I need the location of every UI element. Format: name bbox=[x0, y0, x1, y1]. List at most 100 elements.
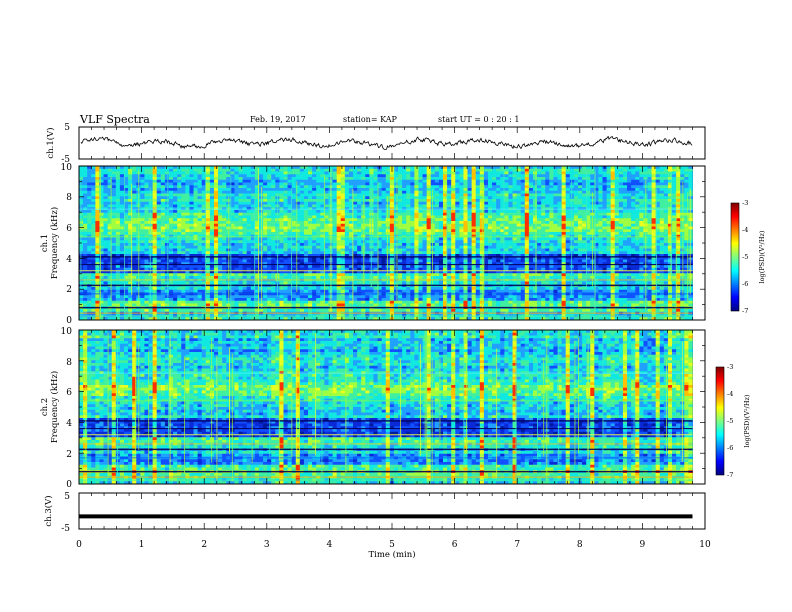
spectrogram-cell bbox=[148, 204, 153, 208]
spectrogram-cell bbox=[618, 193, 624, 197]
spectrogram-cell bbox=[299, 201, 305, 205]
spectrogram-cell bbox=[299, 204, 305, 208]
spectrogram-cell bbox=[250, 204, 256, 208]
spectrogram-cell bbox=[398, 185, 403, 189]
spectrogram-cell bbox=[553, 188, 558, 192]
spectrogram-cell bbox=[639, 201, 644, 205]
spectrogram-cell bbox=[402, 251, 407, 255]
spectrogram-cell bbox=[205, 223, 211, 227]
spectrogram-cell bbox=[406, 201, 411, 205]
spectrogram-cell bbox=[344, 237, 350, 241]
spectrogram-cell bbox=[148, 196, 153, 200]
spectrogram-cell bbox=[504, 218, 509, 222]
spectrogram-cell bbox=[267, 251, 272, 255]
spectrogram-cell bbox=[357, 251, 362, 255]
spectrogram-cell bbox=[242, 248, 247, 252]
spectrogram-cell bbox=[332, 223, 337, 227]
spectrogram-cell bbox=[258, 199, 264, 203]
spectrogram-cell bbox=[504, 229, 509, 233]
spectrogram-cell bbox=[639, 174, 644, 178]
spectrogram-cell bbox=[246, 245, 252, 249]
spectrogram-cell bbox=[512, 190, 517, 194]
spectrogram-cell bbox=[365, 196, 370, 200]
spectrogram-cell bbox=[201, 182, 207, 186]
spectrogram-cell bbox=[373, 248, 378, 252]
spectrogram-cell bbox=[242, 218, 247, 222]
spectrogram-cell bbox=[324, 166, 329, 170]
spectrogram-cell bbox=[115, 215, 121, 219]
spectrogram-cell bbox=[316, 251, 321, 255]
spectrogram-cell bbox=[516, 166, 522, 170]
spectrogram-cell bbox=[332, 251, 337, 255]
spectrogram-cell bbox=[381, 218, 387, 222]
spectrogram-cell bbox=[606, 201, 611, 205]
spectrogram-cell bbox=[246, 210, 252, 214]
spectrogram-cell bbox=[577, 190, 583, 194]
spectrogram-cell bbox=[189, 177, 194, 181]
spectrogram-cell bbox=[635, 174, 640, 178]
spectrogram-cell bbox=[197, 179, 202, 183]
spectrogram-cell bbox=[414, 182, 419, 186]
spectrogram-cell bbox=[361, 215, 366, 219]
spectrogram-cell bbox=[684, 193, 689, 197]
spectrogram-cell bbox=[353, 234, 358, 238]
spectrogram-cell bbox=[385, 188, 391, 192]
spectrogram-cell bbox=[524, 243, 530, 247]
spectrogram-cell bbox=[463, 182, 468, 186]
spectrogram-cell bbox=[451, 221, 456, 225]
spectrogram-cell bbox=[582, 190, 587, 194]
spectrogram-cell bbox=[152, 221, 158, 225]
spectrogram-cell bbox=[185, 174, 190, 178]
spectrogram-cell bbox=[185, 193, 190, 197]
spectrogram-cell bbox=[451, 240, 456, 244]
spectrogram-cell bbox=[398, 229, 403, 233]
spectrogram-cell bbox=[647, 168, 652, 172]
spectrogram-cell bbox=[647, 248, 652, 252]
spectrogram-cell bbox=[385, 226, 391, 230]
spectrogram-cell bbox=[83, 190, 88, 194]
spectrogram-cell bbox=[156, 193, 162, 197]
spectrogram-cell bbox=[635, 168, 640, 172]
spectrogram-cell bbox=[91, 196, 96, 200]
spectrogram-cell bbox=[209, 243, 215, 247]
spectrogram-cell bbox=[475, 243, 481, 247]
spectrogram-cell bbox=[545, 218, 550, 222]
spectrogram-cell bbox=[242, 174, 247, 178]
spectrogram-cell bbox=[377, 190, 382, 194]
spectrogram-cell bbox=[541, 232, 546, 236]
spectrogram-cell bbox=[434, 237, 440, 241]
spectrogram-cell bbox=[402, 223, 407, 227]
spectrogram-cell bbox=[553, 245, 558, 249]
spectrogram-cell bbox=[95, 245, 100, 249]
spectrogram-cell bbox=[152, 234, 158, 238]
spectrogram-cell bbox=[128, 177, 133, 181]
spectrogram-cell bbox=[83, 174, 88, 178]
spectrogram-cell bbox=[222, 221, 227, 225]
spectrogram-cell bbox=[152, 243, 158, 247]
spectrogram-cell bbox=[520, 185, 526, 189]
spectrogram-cell bbox=[557, 229, 562, 233]
spectrogram-cell bbox=[414, 215, 419, 219]
spectrogram-cell bbox=[193, 177, 198, 181]
spectrogram-cell bbox=[672, 218, 677, 222]
spectrogram-cell bbox=[385, 240, 391, 244]
spectrogram-cell bbox=[659, 199, 665, 203]
spectrogram-cell bbox=[463, 185, 468, 189]
spectrogram-cell bbox=[672, 185, 677, 189]
spectrogram-cell bbox=[463, 226, 468, 230]
spectrogram-cell bbox=[308, 168, 313, 172]
spectrogram-cell bbox=[95, 166, 100, 170]
spectrogram-cell bbox=[348, 182, 354, 186]
spectrogram-cell bbox=[336, 182, 342, 186]
spectrogram-cell bbox=[168, 243, 174, 247]
spectrogram-cell bbox=[271, 229, 276, 233]
spectrogram-cell bbox=[148, 243, 153, 247]
spectrogram-cell bbox=[201, 174, 207, 178]
spectrogram-cell bbox=[91, 218, 96, 222]
spectrogram-cell bbox=[471, 182, 477, 186]
spectrogram-cell bbox=[610, 232, 616, 236]
spectrogram-cell bbox=[258, 177, 264, 181]
spectrogram-cell bbox=[213, 210, 219, 214]
spectrogram-cell bbox=[119, 212, 125, 216]
ch1-waveform-ticks bbox=[78, 127, 706, 159]
